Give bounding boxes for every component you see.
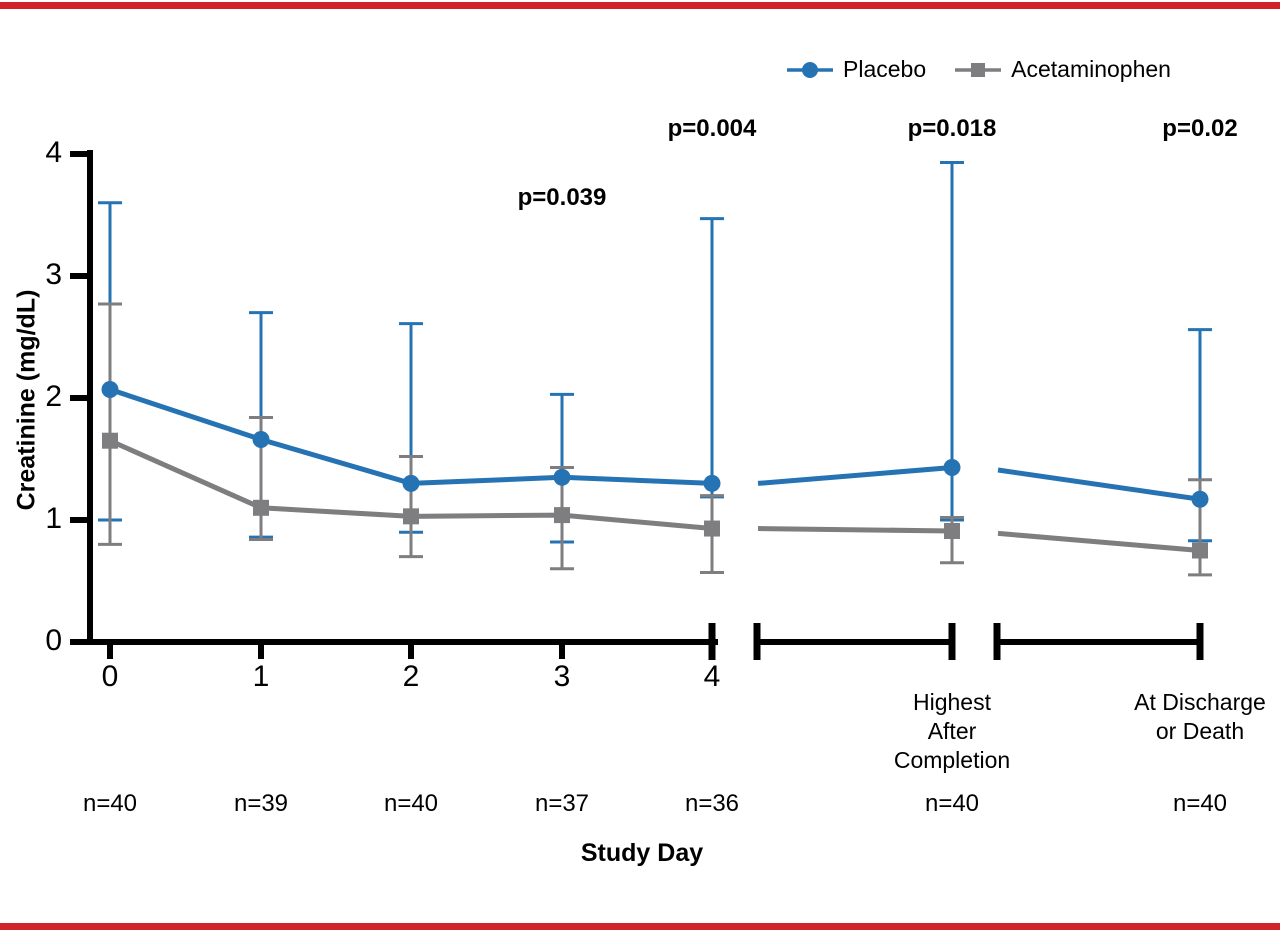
acetaminophen-series: [102, 432, 1208, 559]
y-tick-label: 3: [45, 258, 62, 291]
legend-label-acetaminophen: Acetaminophen: [1011, 56, 1171, 82]
sample-size-label: n=40: [1172, 790, 1228, 817]
placebo-point: [402, 474, 420, 492]
placebo-point: [703, 474, 721, 492]
y-tick-label: 4: [45, 136, 62, 169]
acetaminophen-point: [102, 432, 118, 449]
y-tick-label: 0: [45, 624, 62, 657]
sample-size-label: n=40: [383, 790, 439, 817]
sample-size-label: n=39: [233, 790, 289, 817]
p-value-annotation: p=0.02: [1162, 115, 1238, 142]
x-tick-label: 2: [402, 660, 420, 693]
placebo-error-bars: [98, 161, 1212, 544]
acetaminophen-point: [253, 499, 269, 516]
x-axis-title: Study Day: [580, 839, 704, 867]
acetaminophen-point: [704, 520, 720, 537]
axes: [70, 150, 1204, 660]
x-tick-label: 3: [553, 660, 571, 693]
p-value-annotation: p=0.039: [517, 184, 607, 211]
acetaminophen-point: [403, 508, 419, 525]
legend-label-placebo: Placebo: [843, 56, 927, 82]
legend-item-acetaminophen: Acetaminophen: [954, 56, 1171, 83]
acetaminophen-point: [554, 507, 570, 524]
acetaminophen-point: [944, 522, 960, 539]
acetaminophen-marker-icon: [955, 62, 1002, 77]
bottom-border-rule: [0, 923, 1280, 930]
placebo-point: [252, 430, 270, 448]
sample-size-label: n=40: [82, 790, 138, 817]
legend: Placebo Acetaminophen: [786, 56, 1171, 83]
x-tick-label: 4: [703, 660, 721, 693]
placebo-point: [553, 468, 571, 486]
x-category-label: At Discharge or Death: [1134, 689, 1266, 744]
x-category-label: Highest After Completion: [893, 689, 1011, 773]
placebo-point: [101, 380, 119, 398]
sample-size-label: n=36: [684, 790, 740, 817]
sample-size-label: n=37: [534, 790, 590, 817]
x-tick-label: 0: [101, 660, 119, 693]
sample-size-label: n=40: [924, 790, 980, 817]
placebo-series: [101, 380, 1209, 508]
x-tick-label: 1: [252, 660, 270, 693]
placebo-marker-icon: [787, 61, 833, 78]
top-border-rule: [0, 2, 1280, 9]
placebo-point: [1191, 490, 1209, 508]
p-value-annotation: p=0.004: [667, 115, 757, 142]
y-tick-label: 1: [45, 502, 62, 535]
placebo-point: [943, 459, 961, 477]
legend-item-placebo: Placebo: [786, 56, 926, 83]
y-tick-label: 2: [45, 380, 62, 413]
acetaminophen-point: [1192, 542, 1208, 559]
p-value-annotation: p=0.018: [907, 115, 997, 142]
